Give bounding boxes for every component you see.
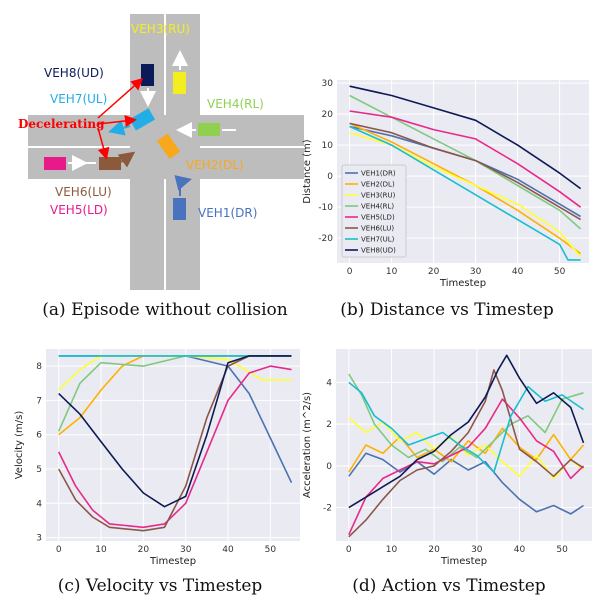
y-tick-label: 30 [322,79,334,89]
caption-b: (b) Distance vs Timestep [340,300,554,320]
x-axis-label: Timestep [440,556,487,567]
decel-pointer-2 [97,115,137,127]
decel-pointer-1 [97,78,144,119]
label-veh6: VEH6(LU) [55,185,112,199]
series-line-veh6-lu [57,355,292,532]
legend-entry: VEH6(LU) [361,225,394,233]
x-tick-label: 20 [428,267,440,277]
series-line-veh5-ld [349,110,582,208]
x-axis-label: Timestep [439,278,486,289]
y-tick-label: 0 [327,172,333,182]
x-tick-label: 30 [471,545,483,555]
decel-pointer-3 [97,127,110,160]
x-tick-label: 20 [138,545,150,555]
x-axis-label: Timestep [149,556,196,567]
x-tick-label: 10 [386,545,398,555]
series-line-veh6-lu [348,369,584,538]
veh1-arrow [174,175,192,196]
x-tick-label: 50 [265,545,277,555]
x-tick-label: 40 [514,545,526,555]
label-decelerating: Decelerating [18,117,105,131]
y-tick-label: 7 [36,396,42,406]
y-tick-label: -20 [318,234,333,244]
x-tick-label: 40 [222,545,234,555]
legend-entry: VEH5(LD) [361,214,395,222]
label-veh5: VEH5(LD) [50,203,108,217]
x-tick-label: 50 [556,545,568,555]
series-line-veh6-lu [349,122,582,221]
caption-c: (c) Velocity vs Timestep [58,576,263,596]
x-tick-label: 50 [554,267,566,277]
y-tick-label: 3 [36,534,42,544]
plot-area [46,349,300,541]
x-tick-label: 30 [470,267,482,277]
veh2-car [156,133,181,160]
y-tick-label: 5 [36,465,42,475]
x-tick-label: 40 [512,267,524,277]
series-line-veh7-ul [349,125,581,261]
label-veh8: VEH8(UD) [44,66,104,80]
label-veh4: VEH4(RL) [207,97,264,111]
label-veh7: VEH7(UL) [50,92,107,106]
legend-entry: VEH2(DL) [361,181,395,189]
series-line-veh8-ud [348,354,585,509]
series-line-veh8-ud [349,85,582,190]
x-tick-label: 0 [56,545,62,555]
series-line-veh5-ld [348,398,585,536]
legend-entry: VEH1(DR) [361,170,396,178]
series-line-veh5-ld [57,365,292,529]
y-tick-label: 20 [322,110,334,120]
distance-chart: 0 10 20 30 40 50-20-100102030TimestepDistance… [302,79,589,289]
x-tick-label: 0 [346,545,352,555]
veh5-car [44,157,66,170]
series-line-veh4-rl [348,373,584,463]
series-line-veh2-dl [348,427,585,473]
legend-entry: VEH3(RU) [361,192,396,200]
legend-entry: VEH4(RL) [361,203,394,211]
y-tick-label: 6 [36,431,42,441]
y-tick-label: 4 [326,378,332,388]
x-tick-label: 10 [386,267,398,277]
y-axis-label: Acceleration (m^2/s) [302,392,313,498]
series-line-veh8-ud [58,355,292,508]
veh4-car [198,123,220,136]
y-tick-label: 2 [326,420,332,430]
y-tick-label: 10 [322,141,334,151]
y-tick-label: 8 [36,362,42,372]
label-veh1: VEH1(DR) [198,206,257,220]
x-tick-label: 0 [347,267,353,277]
veh1-car [173,198,186,220]
y-axis-label: Velocity (m/s) [14,411,25,480]
intersection-scene: VEH8(UD) VEH3(RU) VEH7(UL) VEH4(RL) Dece… [18,14,304,290]
x-tick-label: 30 [180,545,192,555]
caption-a: (a) Episode without collision [42,300,287,320]
veh6-car [99,157,121,170]
legend-entry: VEH7(UL) [361,236,395,244]
x-tick-label: 10 [95,545,107,555]
legend [341,164,407,258]
label-veh3: VEH3(RU) [131,22,190,36]
y-tick-label: -10 [318,203,333,213]
series-line-veh7-ul [348,381,584,473]
y-tick-label: 4 [36,499,42,509]
veh6-arrow [117,151,136,168]
legend-entry: VEH8(UD) [361,247,396,255]
caption-d: (d) Action vs Timestep [352,576,546,596]
velocity-chart: 0 10 20 30 40 50 3 4 5 6 7 8 Timestep Velocity (m/s) [14,349,300,567]
x-tick-label: 20 [428,545,440,555]
veh8-car [141,64,154,86]
y-axis-label: Distance (m) [302,139,313,204]
acceleration-chart: 0 10 20 30 40 50 -2 0 2 4 Timestep Acceleration (m^… [302,349,592,567]
series-line-veh1-dr [348,452,584,515]
label-veh2: VEH2(DL) [186,158,244,172]
y-tick-label: 0 [326,462,332,472]
y-tick-label: -2 [323,504,332,514]
veh3-car [173,72,186,94]
